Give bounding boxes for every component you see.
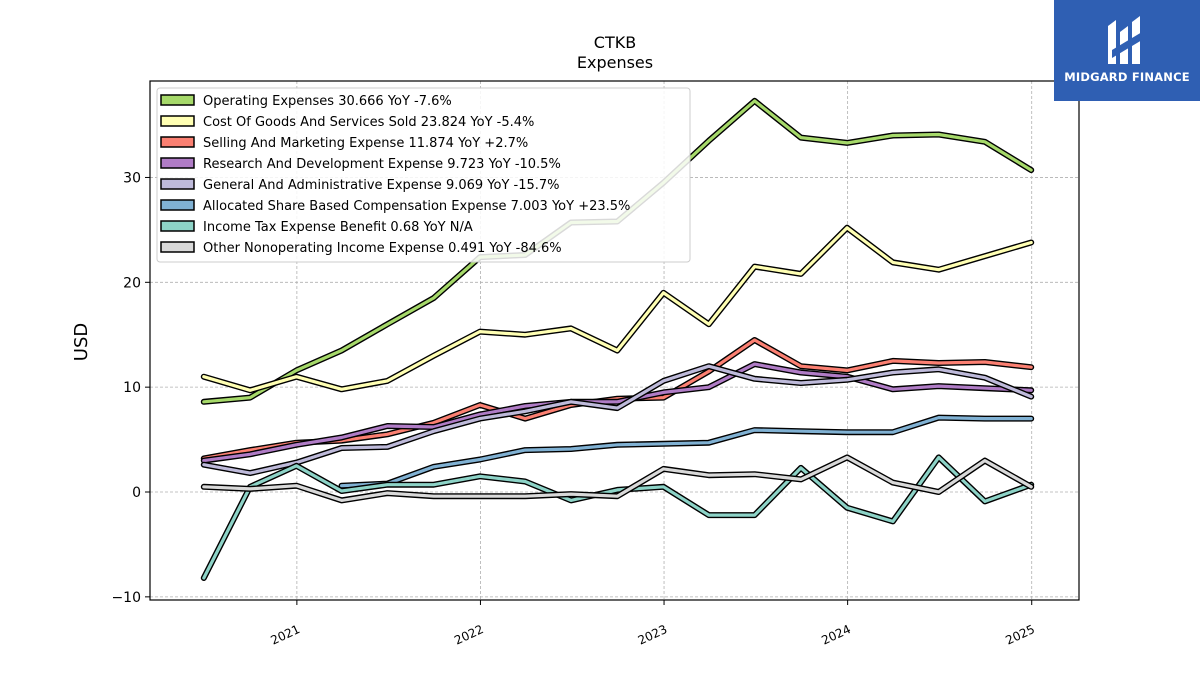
y-axis-label: USD bbox=[71, 323, 92, 361]
series-7-line bbox=[200, 454, 1035, 504]
brand-logo: MIDGARD FINANCE bbox=[1054, 0, 1200, 101]
midgard-logo-icon bbox=[1108, 16, 1142, 64]
legend-label: Income Tax Expense Benefit 0.68 YoY N/A bbox=[203, 220, 473, 235]
plot-area-frame bbox=[149, 80, 1080, 601]
chart-subtitle: Expenses bbox=[577, 53, 653, 72]
series-line bbox=[202, 362, 1033, 463]
y-tick-label: 20 bbox=[123, 275, 141, 291]
series-2-line bbox=[200, 337, 1035, 462]
legend-box bbox=[156, 87, 691, 263]
legend-item: Operating Expenses 30.666 YoY -7.6% bbox=[160, 94, 452, 109]
legend-swatch bbox=[160, 220, 195, 232]
legend-label: Research And Development Expense 9.723 Y… bbox=[203, 157, 561, 172]
y-tick-label: 30 bbox=[123, 170, 141, 186]
legend-item: Research And Development Expense 9.723 Y… bbox=[160, 157, 561, 172]
x-tick-label: 2022 bbox=[452, 622, 486, 648]
legend-item: Cost Of Goods And Services Sold 23.824 Y… bbox=[160, 115, 534, 130]
legend-swatch bbox=[160, 94, 195, 106]
legend-label: Operating Expenses 30.666 YoY -7.6% bbox=[203, 94, 452, 109]
legend: Operating Expenses 30.666 YoY -7.6% Cost … bbox=[156, 87, 691, 263]
series-line-outline bbox=[200, 454, 1035, 581]
legend-swatch bbox=[160, 136, 195, 148]
brand-name: MIDGARD FINANCE bbox=[1064, 70, 1190, 84]
legend-swatch bbox=[160, 241, 195, 253]
series-3-line bbox=[200, 361, 1035, 464]
y-tick-label: 10 bbox=[123, 380, 141, 396]
x-tick-label: 2025 bbox=[1003, 622, 1037, 648]
legend-label: Allocated Share Based Compensation Expen… bbox=[203, 199, 630, 214]
legend-label: Other Nonoperating Income Expense 0.491 … bbox=[203, 241, 562, 256]
legend-item: General And Administrative Expense 9.069… bbox=[160, 178, 560, 193]
legend-swatch bbox=[160, 157, 195, 169]
x-tick-label: 2024 bbox=[819, 622, 853, 648]
series-line bbox=[202, 455, 1033, 580]
legend-swatch bbox=[160, 178, 195, 190]
series-1-line bbox=[200, 224, 1035, 394]
legend-item: Income Tax Expense Benefit 0.68 YoY N/A bbox=[160, 220, 473, 235]
series-line bbox=[340, 416, 1033, 488]
series-4-line bbox=[200, 363, 1035, 477]
legend-swatch bbox=[160, 115, 195, 127]
series-6-line bbox=[200, 454, 1035, 581]
legend-label: Cost Of Goods And Services Sold 23.824 Y… bbox=[203, 115, 534, 130]
y-tick-label: −10 bbox=[111, 590, 141, 606]
series-5-line bbox=[338, 414, 1035, 489]
x-tick-label: 2023 bbox=[636, 622, 670, 648]
y-tick-label: 0 bbox=[132, 485, 141, 501]
series-lines bbox=[200, 97, 1035, 581]
series-line bbox=[202, 226, 1033, 392]
x-tick-label: 2021 bbox=[269, 622, 303, 648]
series-line-outline bbox=[200, 363, 1035, 477]
legend-item: Allocated Share Based Compensation Expen… bbox=[160, 199, 630, 214]
series-line-outline bbox=[200, 454, 1035, 504]
legend-swatch bbox=[160, 199, 195, 211]
series-line bbox=[202, 455, 1033, 502]
legend-item: Other Nonoperating Income Expense 0.491 … bbox=[160, 241, 562, 256]
series-line bbox=[202, 364, 1033, 475]
series-line bbox=[202, 338, 1033, 461]
legend-label: Selling And Marketing Expense 11.874 YoY… bbox=[203, 136, 528, 151]
legend-label: General And Administrative Expense 9.069… bbox=[203, 178, 560, 193]
chart-title: CTKB bbox=[594, 33, 636, 52]
legend-item: Selling And Marketing Expense 11.874 YoY… bbox=[160, 136, 528, 151]
